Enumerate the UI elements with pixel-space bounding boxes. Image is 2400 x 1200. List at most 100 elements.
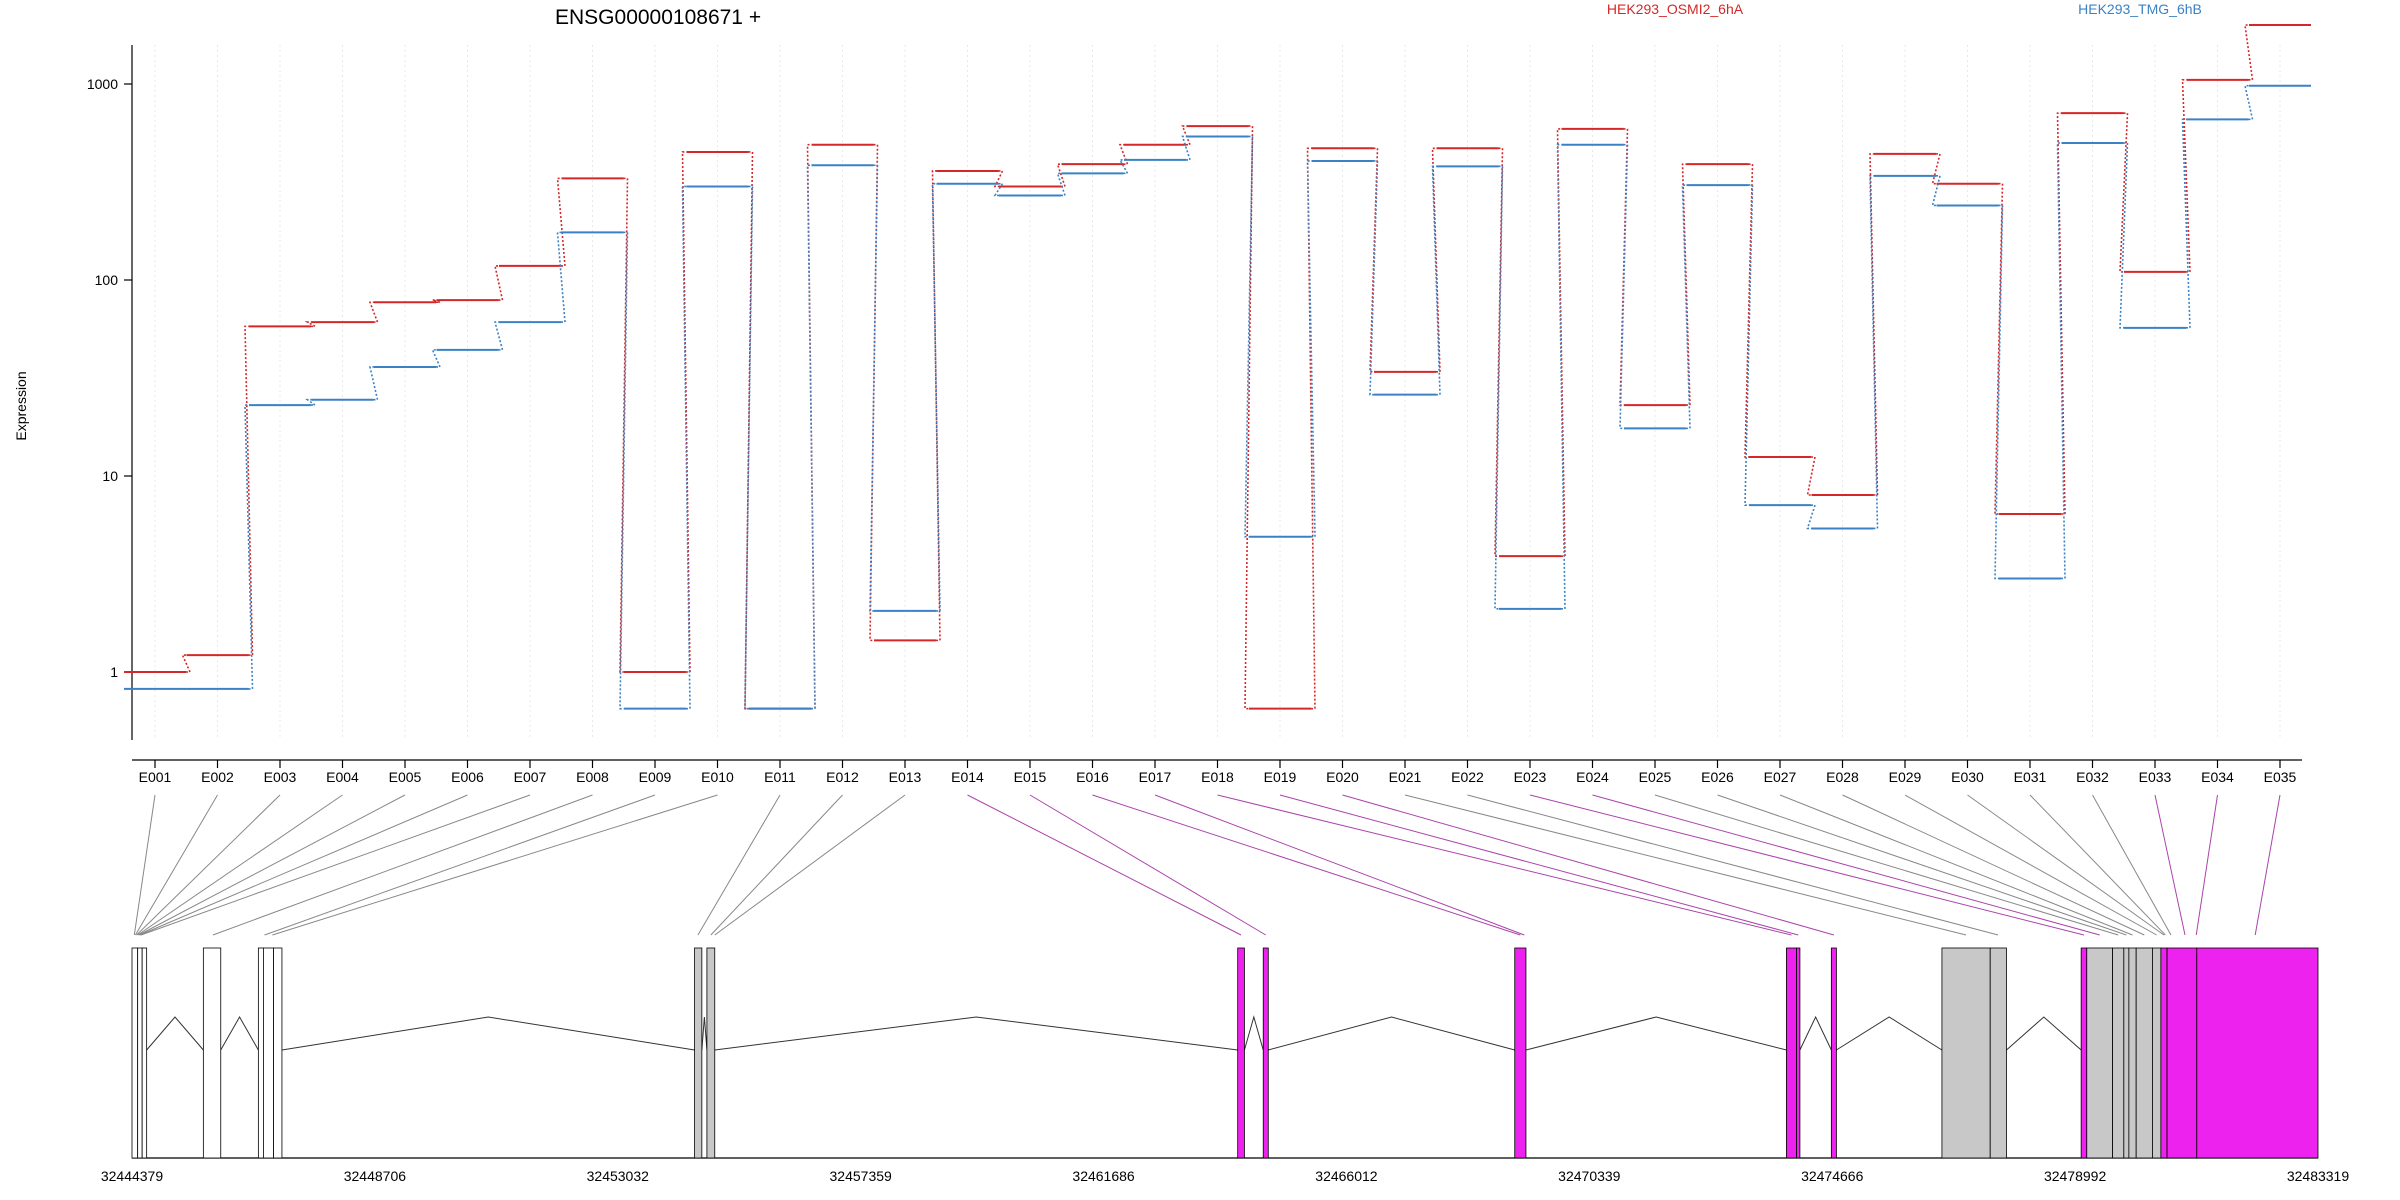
connector-line — [1092, 794, 1521, 936]
series-1-step — [1369, 147, 1379, 373]
x-tick-label: E027 — [1764, 769, 1797, 785]
series-2-step — [681, 185, 691, 710]
x-tick-label: E009 — [639, 769, 672, 785]
series-2-step — [244, 404, 254, 690]
x-tick-label: E019 — [1264, 769, 1297, 785]
series-2-step — [806, 164, 816, 710]
x-tick-label: E008 — [576, 769, 609, 785]
x-tick-label: E020 — [1326, 769, 1359, 785]
series-1-step — [619, 177, 629, 673]
connector-line — [264, 794, 656, 936]
series-2-step — [1306, 160, 1316, 538]
connector-line — [2154, 794, 2186, 936]
legend-label-series-1: HEK293_OSMI2_6hA — [1607, 1, 1744, 17]
series-2-step — [1806, 504, 1817, 530]
intron — [1243, 1015, 1264, 1051]
connector-line — [133, 794, 156, 936]
series-2-step — [1181, 135, 1192, 161]
connector-line — [1654, 794, 2119, 936]
exon-box — [694, 947, 703, 1159]
series-2-step — [931, 182, 941, 612]
genomic-coordinate-label: 32466012 — [1315, 1168, 1378, 1184]
series-2-step — [1369, 160, 1379, 396]
intron — [2006, 1016, 2082, 1051]
series-1-step — [181, 654, 192, 673]
exon-box — [1796, 947, 1801, 1159]
exon-box — [257, 947, 264, 1159]
intron — [1799, 1015, 1832, 1051]
series-2-step — [1494, 165, 1504, 610]
x-tick-label: E007 — [514, 769, 547, 785]
connector-line — [134, 794, 218, 936]
gene-model — [131, 947, 2319, 1159]
series-1-step — [1869, 153, 1879, 496]
series-2-step — [2244, 84, 2254, 121]
series-1-step — [2244, 24, 2254, 81]
connector-line — [212, 794, 593, 936]
x-tick-label: E001 — [139, 769, 172, 785]
series-2-step — [1118, 159, 1129, 175]
y-tick-label: 100 — [95, 272, 119, 288]
exon-box — [1237, 947, 1245, 1159]
x-tick-label: E010 — [701, 769, 734, 785]
x-tick-label: E035 — [2264, 769, 2297, 785]
connector-line — [1279, 794, 1799, 936]
exon-box — [1514, 947, 1527, 1159]
series-1-step — [1744, 163, 1754, 458]
x-tick-label: E021 — [1389, 769, 1422, 785]
series-1-step — [2056, 112, 2066, 515]
series-2-step — [1431, 165, 1441, 396]
y-tick-label: 1000 — [87, 76, 118, 92]
intron — [146, 1016, 204, 1051]
series-2-step — [1056, 172, 1067, 197]
connector-line — [710, 794, 843, 936]
series-1-step — [1494, 147, 1504, 557]
x-tick-label: E016 — [1076, 769, 1109, 785]
genomic-coordinate-label: 32457359 — [830, 1168, 893, 1184]
x-tick-label: E029 — [1889, 769, 1922, 785]
genomic-coordinate-label: 32474666 — [1801, 1168, 1864, 1184]
y-axis-label: Expression — [13, 371, 29, 440]
exon-box — [1786, 947, 1797, 1159]
exon-box — [2123, 947, 2130, 1159]
x-tick-label: E031 — [2014, 769, 2047, 785]
connector-line — [1342, 794, 1835, 936]
x-tick-label: E030 — [1951, 769, 1984, 785]
series-2-step — [368, 366, 379, 401]
x-tick-label: E024 — [1576, 769, 1609, 785]
series-1-step — [1931, 153, 1942, 185]
exon-connectors — [133, 794, 2281, 936]
series-2-step — [2119, 142, 2129, 329]
exon-box — [263, 947, 274, 1159]
series-1-step — [1056, 163, 1067, 188]
series-1-step — [1994, 182, 2004, 515]
x-tick-label: E013 — [889, 769, 922, 785]
connector-line — [2092, 794, 2172, 936]
genomic-coordinate-label: 32448706 — [344, 1168, 407, 1184]
series-1-step — [744, 151, 754, 710]
intron — [1525, 1016, 1787, 1051]
connector-line — [1217, 794, 1792, 936]
grid-lines — [154, 45, 2281, 740]
genomic-coordinate-label: 32453032 — [587, 1168, 650, 1184]
intron — [701, 1016, 708, 1051]
series-1-step — [1806, 456, 1816, 496]
connector-line — [967, 794, 1242, 936]
exon-box — [2112, 947, 2125, 1159]
series-2-step — [1619, 143, 1629, 430]
y-tick-label: 1 — [110, 664, 118, 680]
x-tick-label: E018 — [1201, 769, 1234, 785]
connector-line — [1779, 794, 2133, 936]
y-tick-label: 10 — [102, 468, 118, 484]
genomic-coordinate-label: 32470339 — [1558, 1168, 1621, 1184]
series-2-step — [493, 321, 504, 351]
intron — [714, 1016, 1238, 1051]
legend-label-series-2: HEK293_TMG_6hB — [2078, 1, 2202, 17]
series-1-step — [556, 177, 566, 267]
x-tick-label: E011 — [764, 769, 796, 785]
connector-line — [1717, 794, 2127, 936]
connector-line — [697, 794, 781, 936]
x-tick-label: E003 — [264, 769, 297, 785]
series-2-step — [2181, 118, 2191, 329]
intron — [281, 1016, 695, 1051]
